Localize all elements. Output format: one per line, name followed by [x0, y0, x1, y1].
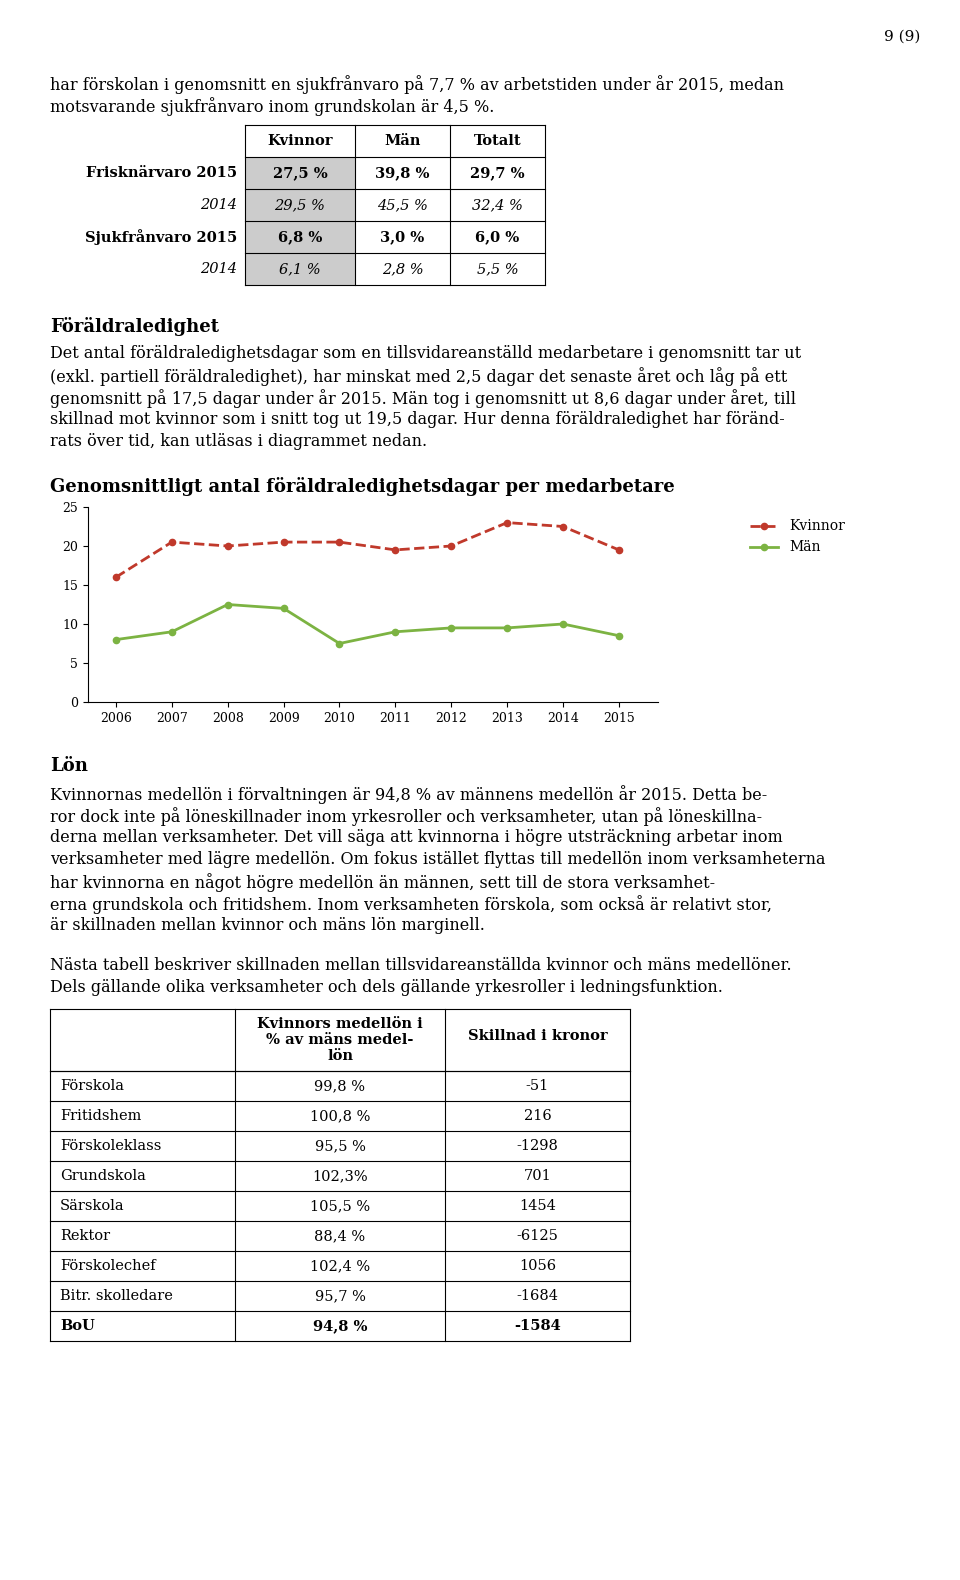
Text: 94,8 %: 94,8 %: [313, 1319, 368, 1334]
Text: Särskola: Särskola: [60, 1199, 125, 1213]
Text: 29,7 %: 29,7 %: [470, 166, 525, 180]
Text: 102,4 %: 102,4 %: [310, 1259, 370, 1273]
Text: 701: 701: [523, 1169, 551, 1183]
Text: 2,8 %: 2,8 %: [382, 262, 423, 276]
Text: -1684: -1684: [516, 1289, 559, 1304]
Text: erna grundskola och fritidshem. Inom verksamheten förskola, som också är relativ: erna grundskola och fritidshem. Inom ver…: [50, 894, 772, 913]
Text: BoU: BoU: [60, 1319, 95, 1334]
Text: 88,4 %: 88,4 %: [315, 1229, 366, 1243]
Text: -6125: -6125: [516, 1229, 559, 1243]
Text: Förskola: Förskola: [60, 1079, 124, 1093]
Text: skillnad mot kvinnor som i snitt tog ut 19,5 dagar. Hur denna föräldraledighet h: skillnad mot kvinnor som i snitt tog ut …: [50, 411, 784, 428]
Text: Rektor: Rektor: [60, 1229, 110, 1243]
Text: verksamheter med lägre medellön. Om fokus istället flyttas till medellön inom ve: verksamheter med lägre medellön. Om foku…: [50, 852, 826, 867]
Text: 39,8 %: 39,8 %: [375, 166, 430, 180]
Text: Totalt: Totalt: [473, 134, 521, 149]
Text: Fritidshem: Fritidshem: [60, 1109, 141, 1123]
Text: 216: 216: [523, 1109, 551, 1123]
Text: 1056: 1056: [519, 1259, 556, 1273]
Text: är skillnaden mellan kvinnor och mäns lön marginell.: är skillnaden mellan kvinnor och mäns lö…: [50, 916, 485, 934]
Text: har förskolan i genomsnitt en sjukfrånvaro på 7,7 % av arbetstiden under år 2015: har förskolan i genomsnitt en sjukfrånva…: [50, 74, 784, 93]
Text: genomsnitt på 17,5 dagar under år 2015. Män tog i genomsnitt ut 8,6 dagar under : genomsnitt på 17,5 dagar under år 2015. …: [50, 389, 796, 408]
Text: Kvinnors medellön i
% av mäns medel-
lön: Kvinnors medellön i % av mäns medel- lön: [257, 1018, 422, 1063]
Text: 6,8 %: 6,8 %: [277, 231, 323, 243]
Text: 5,5 %: 5,5 %: [477, 262, 518, 276]
Text: 45,5 %: 45,5 %: [377, 198, 428, 212]
Text: -1584: -1584: [515, 1319, 561, 1334]
Text: Skillnad i kronor: Skillnad i kronor: [468, 1029, 608, 1043]
Text: Kvinnornas medellön i förvaltningen är 94,8 % av männens medellön år 2015. Detta: Kvinnornas medellön i förvaltningen är 9…: [50, 785, 767, 804]
Text: 95,5 %: 95,5 %: [315, 1139, 366, 1153]
Text: Sjukfrånvaro 2015: Sjukfrånvaro 2015: [84, 229, 237, 245]
Text: rats över tid, kan utläsas i diagrammet nedan.: rats över tid, kan utläsas i diagrammet …: [50, 433, 427, 450]
Text: Genomsnittligt antal föräldraledighetsdagar per medarbetare: Genomsnittligt antal föräldraledighetsda…: [50, 477, 675, 496]
Text: har kvinnorna en något högre medellön än männen, sett till de stora verksamhet-: har kvinnorna en något högre medellön än…: [50, 874, 715, 891]
Bar: [245, 156, 355, 190]
Text: Föräldraledighet: Föräldraledighet: [50, 318, 219, 337]
Text: -1298: -1298: [516, 1139, 559, 1153]
Legend: Kvinnor, Män: Kvinnor, Män: [745, 514, 851, 559]
Text: derna mellan verksamheter. Det vill säga att kvinnorna i högre utsträckning arbe: derna mellan verksamheter. Det vill säga…: [50, 830, 782, 845]
Text: 6,0 %: 6,0 %: [475, 231, 519, 243]
Text: Grundskola: Grundskola: [60, 1169, 146, 1183]
Text: Frisknärvaro 2015: Frisknärvaro 2015: [85, 166, 237, 180]
Text: Män: Män: [384, 134, 420, 149]
Bar: [245, 253, 355, 284]
Text: 3,0 %: 3,0 %: [380, 231, 424, 243]
Bar: [245, 221, 355, 253]
Text: 32,4 %: 32,4 %: [472, 198, 523, 212]
Text: 99,8 %: 99,8 %: [315, 1079, 366, 1093]
Text: (exkl. partiell föräldraledighet), har minskat med 2,5 dagar det senaste året oc: (exkl. partiell föräldraledighet), har m…: [50, 367, 787, 386]
Text: 2014: 2014: [200, 198, 237, 212]
Text: 27,5 %: 27,5 %: [273, 166, 327, 180]
Text: 2014: 2014: [200, 262, 237, 276]
Text: 1454: 1454: [519, 1199, 556, 1213]
Text: Förskolechef: Förskolechef: [60, 1259, 156, 1273]
Text: 100,8 %: 100,8 %: [310, 1109, 371, 1123]
Text: Nästa tabell beskriver skillnaden mellan tillsvidareanställda kvinnor och mäns m: Nästa tabell beskriver skillnaden mellan…: [50, 957, 792, 973]
Text: motsvarande sjukfrånvaro inom grundskolan är 4,5 %.: motsvarande sjukfrånvaro inom grundskola…: [50, 96, 494, 115]
Text: Lön: Lön: [50, 757, 88, 776]
Text: 105,5 %: 105,5 %: [310, 1199, 370, 1213]
Text: 95,7 %: 95,7 %: [315, 1289, 366, 1304]
Text: Kvinnor: Kvinnor: [267, 134, 333, 149]
Text: Det antal föräldraledighetsdagar som en tillsvidareanställd medarbetare i genoms: Det antal föräldraledighetsdagar som en …: [50, 344, 802, 362]
Text: -51: -51: [526, 1079, 549, 1093]
Text: Bitr. skolledare: Bitr. skolledare: [60, 1289, 173, 1304]
Text: 102,3%: 102,3%: [312, 1169, 368, 1183]
Text: 9 (9): 9 (9): [883, 30, 920, 44]
Text: Dels gällande olika verksamheter och dels gällande yrkesroller i ledningsfunktio: Dels gällande olika verksamheter och del…: [50, 980, 723, 995]
Text: ror dock inte på löneskillnader inom yrkesroller och verksamheter, utan på lönes: ror dock inte på löneskillnader inom yrk…: [50, 807, 762, 826]
Text: 6,1 %: 6,1 %: [279, 262, 321, 276]
Text: 29,5 %: 29,5 %: [275, 198, 325, 212]
Text: Förskoleklass: Förskoleklass: [60, 1139, 161, 1153]
Bar: [245, 190, 355, 221]
